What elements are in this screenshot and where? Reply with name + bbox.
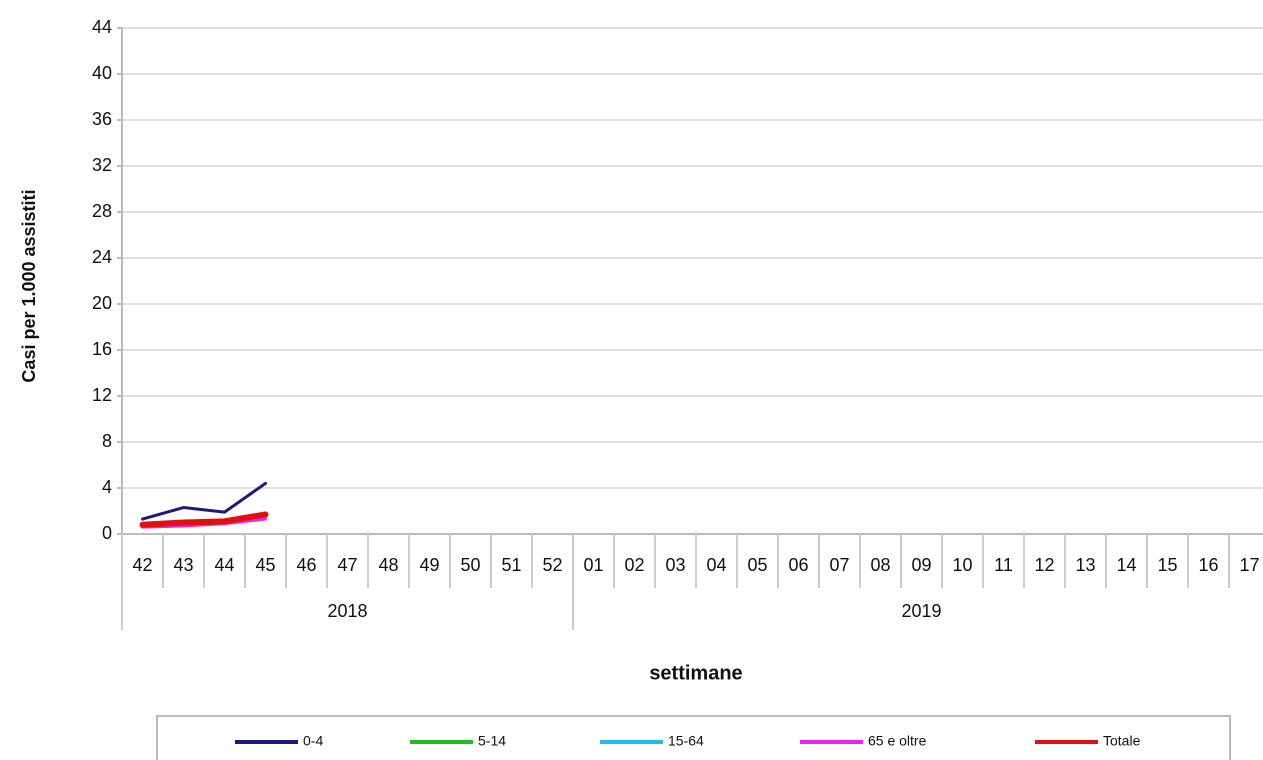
group-label: 2018: [327, 601, 367, 621]
x-tick-label: 15: [1157, 555, 1177, 575]
x-tick-label: 47: [337, 555, 357, 575]
x-tick-label: 05: [747, 555, 767, 575]
y-tick-label: 20: [92, 293, 112, 313]
y-tick-label: 28: [92, 201, 112, 221]
y-tick-label: 32: [92, 155, 112, 175]
x-tick-label: 49: [419, 555, 439, 575]
series-line: [141, 481, 267, 521]
x-tick-label: 08: [870, 555, 890, 575]
y-tick-label: 4: [102, 477, 112, 497]
x-tick-label: 43: [173, 555, 193, 575]
x-tick-label: 44: [214, 555, 234, 575]
y-tick-label: 8: [102, 431, 112, 451]
x-tick-label: 02: [624, 555, 644, 575]
x-tick-label: 48: [378, 555, 398, 575]
legend-label: 15-64: [668, 733, 704, 749]
group-label: 2019: [901, 601, 941, 621]
x-tick-label: 16: [1198, 555, 1218, 575]
x-tick-label: 12: [1034, 555, 1054, 575]
legend-label: Totale: [1103, 733, 1141, 749]
x-tick-label: 11: [994, 555, 1013, 575]
x-tick-label: 51: [501, 555, 521, 575]
x-tick-label: 07: [829, 555, 849, 575]
x-tick-label: 03: [665, 555, 685, 575]
x-tick-label: 17: [1239, 555, 1259, 575]
x-tick-label: 50: [460, 555, 480, 575]
y-tick-label: 24: [92, 247, 112, 267]
y-tick-label: 36: [92, 109, 112, 129]
series-line: [139, 511, 269, 528]
y-tick-label: 40: [92, 63, 112, 83]
legend-label: 5-14: [478, 733, 506, 749]
y-tick-label: 16: [92, 339, 112, 359]
x-tick-label: 06: [788, 555, 808, 575]
x-tick-label: 14: [1116, 555, 1136, 575]
x-tick-label: 42: [132, 555, 152, 575]
x-tick-label: 10: [952, 555, 972, 575]
y-tick-label: 0: [102, 523, 112, 543]
y-tick-label: 12: [92, 385, 112, 405]
y-tick-label: 44: [92, 17, 112, 37]
x-tick-label: 52: [542, 555, 562, 575]
legend-box: [156, 715, 1231, 760]
legend-label: 65 e oltre: [868, 733, 927, 749]
x-axis-label: settimane: [649, 662, 742, 684]
y-axis-label: Casi per 1.000 assistiti: [19, 189, 39, 382]
x-tick-label: 13: [1075, 555, 1095, 575]
x-tick-label: 45: [255, 555, 275, 575]
x-tick-label: 01: [583, 555, 603, 575]
x-tick-label: 04: [706, 555, 726, 575]
x-tick-label: 09: [911, 555, 931, 575]
x-tick-label: 46: [296, 555, 316, 575]
legend-label: 0-4: [303, 733, 323, 749]
